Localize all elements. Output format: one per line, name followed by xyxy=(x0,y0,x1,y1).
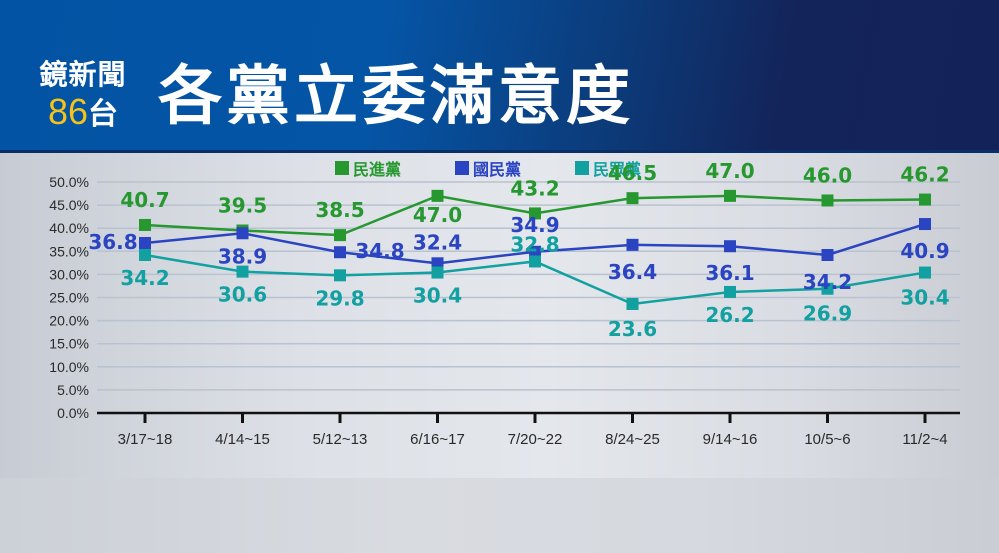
legend-item: 民進黨 xyxy=(335,156,401,180)
legend-swatch-icon xyxy=(455,161,469,175)
y-tick-label: 40.0% xyxy=(49,220,89,236)
data-marker xyxy=(431,266,444,279)
data-label: 26.2 xyxy=(705,303,754,327)
data-label: 46.2 xyxy=(900,163,949,187)
chart-legend: 民進黨 國民黨 民眾黨 xyxy=(0,156,999,180)
y-tick-label: 15.0% xyxy=(49,336,89,352)
x-tick-label: 10/5~6 xyxy=(804,431,850,448)
data-label: 32.4 xyxy=(413,230,462,254)
data-marker xyxy=(529,207,541,220)
logo-channel-number: 86 xyxy=(47,91,89,132)
data-label: 30.4 xyxy=(413,284,462,308)
data-label: 46.0 xyxy=(803,163,852,187)
data-label: 40.9 xyxy=(900,239,949,263)
data-label: 36.8 xyxy=(88,230,137,254)
data-label: 47.0 xyxy=(413,203,462,227)
data-marker xyxy=(821,282,834,295)
y-tick-label: 20.0% xyxy=(49,313,89,329)
data-label: 26.9 xyxy=(803,302,852,326)
data-label: 38.5 xyxy=(315,198,364,222)
header-divider xyxy=(0,150,999,153)
x-tick-label: 6/16~17 xyxy=(410,431,465,448)
data-label: 32.8 xyxy=(510,232,559,256)
data-marker xyxy=(919,266,931,279)
x-tick-label: 3/17~18 xyxy=(118,431,173,448)
data-label: 46.5 xyxy=(608,161,657,185)
data-label: 30.4 xyxy=(900,286,949,310)
x-tick-label: 4/14~15 xyxy=(215,431,270,448)
data-marker xyxy=(236,227,249,240)
x-tick-label: 9/14~16 xyxy=(703,431,758,448)
data-label: 34.9 xyxy=(510,213,559,237)
data-marker xyxy=(334,229,346,242)
legend-item: 國民黨 xyxy=(455,156,521,180)
data-marker xyxy=(626,192,639,205)
data-label: 38.9 xyxy=(218,244,267,268)
data-marker xyxy=(626,238,639,251)
data-label: 36.4 xyxy=(608,260,657,284)
bottom-band xyxy=(0,478,999,553)
data-marker xyxy=(139,236,151,249)
data-marker xyxy=(821,248,834,261)
data-marker xyxy=(236,265,249,278)
data-marker xyxy=(724,189,736,202)
data-marker xyxy=(724,285,736,298)
data-label: 40.7 xyxy=(120,188,169,212)
y-tick-label: 35.0% xyxy=(49,243,89,259)
legend-swatch-icon xyxy=(575,161,589,175)
data-marker xyxy=(529,245,541,258)
header-banner: 鏡新聞 86台 各黨立委滿意度 xyxy=(0,0,999,152)
legend-swatch-icon xyxy=(335,161,349,175)
data-marker xyxy=(139,218,151,231)
legend-label: 國民黨 xyxy=(473,160,522,179)
page-title: 各黨立委滿意度 xyxy=(158,59,634,134)
data-label: 34.8 xyxy=(355,239,404,263)
data-marker xyxy=(919,193,931,206)
logo-channel-suffix: 台 xyxy=(88,97,119,132)
x-tick-label: 5/12~13 xyxy=(313,431,368,448)
data-marker xyxy=(334,269,346,282)
y-tick-label: 50.0% xyxy=(49,174,89,190)
data-marker xyxy=(919,218,931,231)
x-tick-label: 8/24~25 xyxy=(605,431,660,448)
legend-item: 民眾黨 xyxy=(575,156,641,180)
data-marker xyxy=(529,255,541,268)
data-marker xyxy=(626,297,639,310)
y-tick-label: 0.0% xyxy=(57,405,89,421)
data-label: 43.2 xyxy=(510,176,559,200)
data-marker xyxy=(139,248,151,261)
data-label: 23.6 xyxy=(608,317,657,341)
y-tick-label: 30.0% xyxy=(49,266,89,282)
y-tick-label: 45.0% xyxy=(49,197,89,213)
y-tick-label: 25.0% xyxy=(49,290,89,306)
data-label: 36.1 xyxy=(705,261,754,285)
data-label: 39.5 xyxy=(218,194,267,218)
logo-name: 鏡新聞 xyxy=(39,58,127,91)
x-tick-label: 11/2~4 xyxy=(902,431,947,448)
data-label: 34.2 xyxy=(803,270,852,294)
data-label: 34.2 xyxy=(120,266,169,290)
data-marker xyxy=(431,257,444,270)
x-tick-label: 7/20~22 xyxy=(508,431,563,448)
legend-label: 民眾黨 xyxy=(593,160,642,179)
legend-label: 民進黨 xyxy=(353,160,402,179)
channel-logo: 鏡新聞 86台 xyxy=(28,58,138,139)
data-marker xyxy=(821,194,834,207)
y-tick-label: 10.0% xyxy=(49,359,89,375)
data-label: 30.6 xyxy=(218,283,267,307)
data-marker xyxy=(724,240,736,253)
data-label: 47.0 xyxy=(705,159,754,183)
data-marker xyxy=(334,246,346,259)
data-marker xyxy=(431,189,444,202)
data-label: 29.8 xyxy=(315,286,364,310)
y-tick-label: 5.0% xyxy=(57,382,89,398)
